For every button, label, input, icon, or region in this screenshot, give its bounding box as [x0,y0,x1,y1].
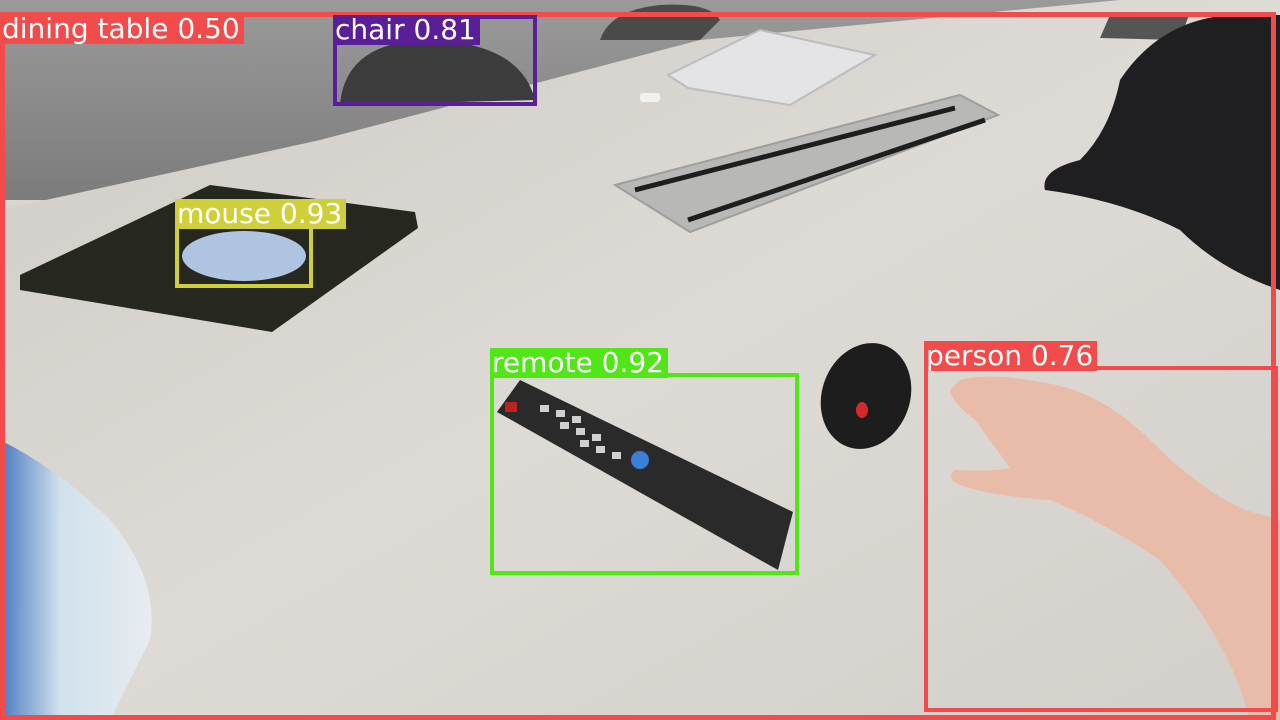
detection-box-person [924,366,1278,712]
detection-label-person: person 0.76 [924,339,1098,372]
hand [950,376,1280,720]
detection-label-mouse: mouse 0.93 [175,197,347,230]
water-bottle [0,440,152,720]
detection-score: 0.76 [1030,339,1094,372]
detection-score: 0.81 [413,13,476,46]
black-mouse [820,343,912,449]
detection-label-remote: remote 0.92 [490,348,668,378]
chair-back-right [1100,12,1190,40]
detection-class: mouse [177,197,271,230]
detection-box-mouse [175,224,313,288]
chair-back-left [340,40,535,105]
backpack [1044,15,1280,290]
detection-box-remote [490,373,799,575]
detection-score: 0.93 [279,197,343,230]
laptop-charger [640,93,660,102]
detection-score: 0.50 [177,12,240,45]
detection-class: remote [492,346,593,379]
laptop [665,28,878,107]
detection-label-dining-table: dining table 0.50 [0,14,244,44]
detection-class: chair [335,13,405,46]
cable-tray [612,93,1001,234]
detection-label-chair: chair 0.81 [333,15,480,45]
detection-class: person [926,339,1022,372]
blue-mouse [182,231,306,281]
detection-class: dining table [2,12,169,45]
tv-remote [497,380,793,570]
detection-score: 0.92 [601,346,664,379]
